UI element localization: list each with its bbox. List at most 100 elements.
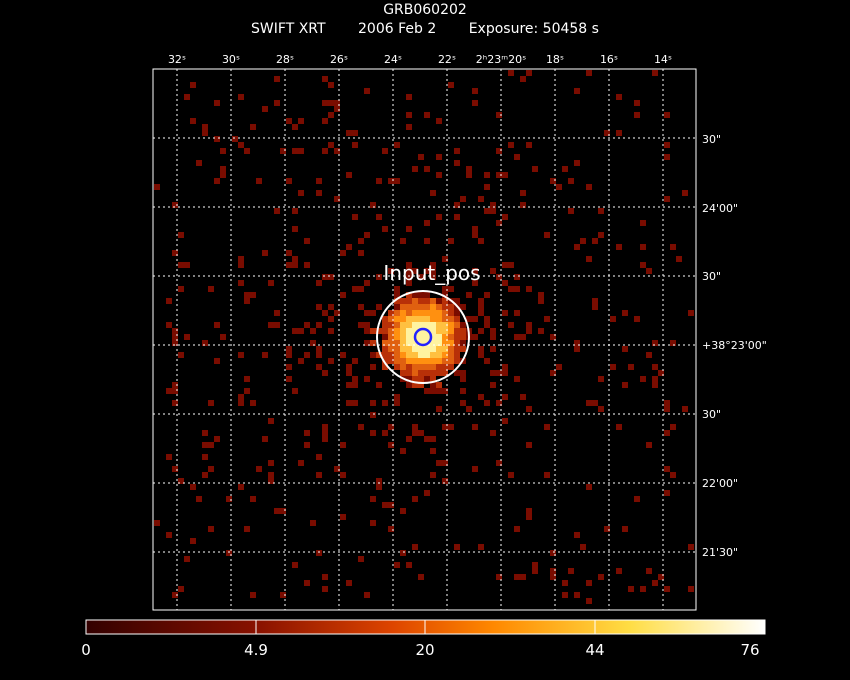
count-pixel [442, 460, 448, 466]
count-pixel [376, 478, 382, 484]
count-pixel [424, 322, 430, 328]
count-pixel [436, 118, 442, 124]
count-pixel [292, 328, 298, 334]
count-pixel [598, 376, 604, 382]
count-pixel [316, 190, 322, 196]
count-pixel [520, 190, 526, 196]
count-pixel [364, 328, 370, 334]
count-pixel [418, 346, 424, 352]
count-pixel [400, 448, 406, 454]
count-pixel [352, 400, 358, 406]
count-pixel [484, 208, 490, 214]
count-pixel [172, 400, 178, 406]
count-pixel [436, 316, 442, 322]
count-pixel [418, 364, 424, 370]
count-pixel [292, 562, 298, 568]
count-pixel [202, 472, 208, 478]
count-pixel [166, 388, 172, 394]
count-pixel [616, 130, 622, 136]
count-pixel [424, 490, 430, 496]
count-pixel [478, 328, 484, 334]
count-pixel [496, 460, 502, 466]
count-pixel [454, 298, 460, 304]
count-pixel [388, 358, 394, 364]
count-pixel [418, 574, 424, 580]
ra-label: 24ˢ [384, 53, 402, 66]
count-pixel [484, 184, 490, 190]
count-pixel [382, 346, 388, 352]
count-pixel [370, 412, 376, 418]
count-pixel [208, 400, 214, 406]
count-pixel [382, 322, 388, 328]
count-pixel [268, 418, 274, 424]
count-pixel [688, 586, 694, 592]
count-pixel [190, 484, 196, 490]
count-pixel [286, 178, 292, 184]
count-pixel [394, 328, 400, 334]
count-pixel [352, 286, 358, 292]
count-pixel [466, 406, 472, 412]
count-pixel [358, 238, 364, 244]
count-pixel [622, 310, 628, 316]
count-pixel [514, 286, 520, 292]
count-pixel [472, 268, 478, 274]
count-pixel [172, 388, 178, 394]
count-pixel [406, 352, 412, 358]
count-pixel [304, 238, 310, 244]
count-pixel [472, 88, 478, 94]
count-pixel [652, 364, 658, 370]
count-pixel [592, 298, 598, 304]
count-pixel [388, 328, 394, 334]
count-pixel [286, 376, 292, 382]
count-pixel [400, 508, 406, 514]
count-pixel [214, 136, 220, 142]
count-pixel [442, 424, 448, 430]
count-pixel [400, 334, 406, 340]
count-pixel [418, 430, 424, 436]
count-pixel [478, 298, 484, 304]
count-pixel [550, 550, 556, 556]
count-pixel [622, 526, 628, 532]
count-pixel [550, 574, 556, 580]
count-pixel [430, 376, 436, 382]
count-pixel [166, 454, 172, 460]
ra-label: 32ˢ [168, 53, 186, 66]
count-pixel [526, 442, 532, 448]
ra-label: 14ˢ [654, 53, 672, 66]
count-pixel [400, 238, 406, 244]
count-pixel [664, 196, 670, 202]
count-pixel [412, 424, 418, 430]
count-pixel [472, 334, 478, 340]
count-pixel [358, 424, 364, 430]
count-pixel [340, 250, 346, 256]
count-pixel [268, 280, 274, 286]
count-pixel [472, 232, 478, 238]
count-pixel [436, 406, 442, 412]
count-pixel [448, 424, 454, 430]
count-pixel [388, 352, 394, 358]
region-label: Input_pos [383, 261, 480, 285]
count-pixel [544, 424, 550, 430]
count-pixel [388, 424, 394, 430]
count-pixel [340, 352, 346, 358]
count-pixel [280, 148, 286, 154]
count-pixel [514, 574, 520, 580]
count-pixel [556, 184, 562, 190]
count-pixel [430, 448, 436, 454]
count-pixel [406, 274, 412, 280]
count-pixel [436, 352, 442, 358]
count-pixel [430, 334, 436, 340]
count-pixel [442, 256, 448, 262]
count-pixel [430, 262, 436, 268]
count-pixel [328, 100, 334, 106]
count-pixel [328, 358, 334, 364]
count-pixel [400, 322, 406, 328]
count-pixel [292, 124, 298, 130]
count-pixel [238, 142, 244, 148]
count-pixel [586, 400, 592, 406]
count-pixel [304, 322, 310, 328]
count-pixel [292, 262, 298, 268]
exposure-label: Exposure: 50458 s [468, 21, 599, 37]
count-pixel [418, 370, 424, 376]
